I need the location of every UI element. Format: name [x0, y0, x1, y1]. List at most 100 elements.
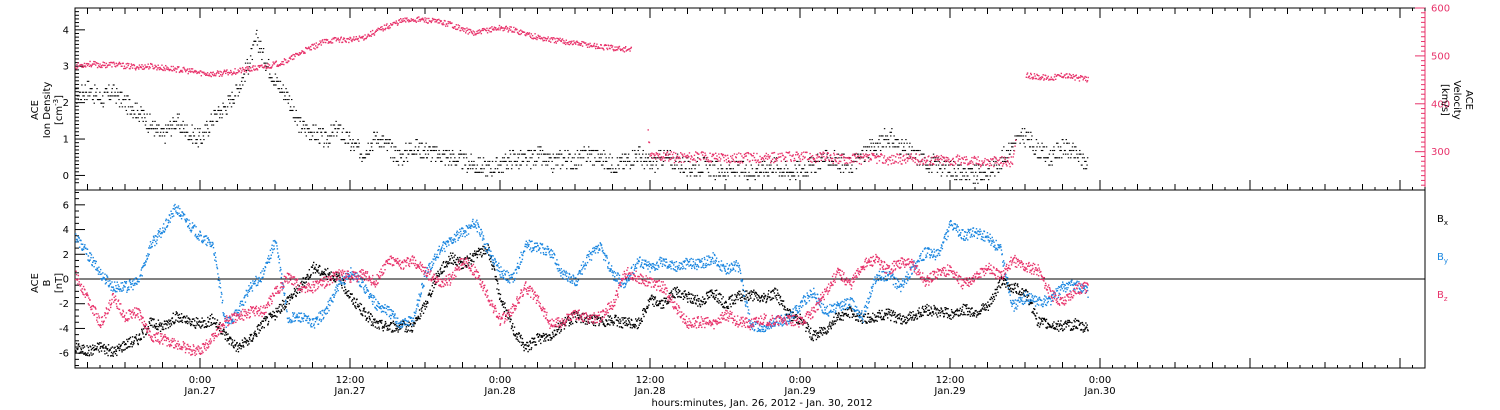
density-point — [813, 160, 815, 162]
velocity-point — [231, 74, 233, 76]
velocity-point — [768, 157, 771, 159]
bx-point — [715, 294, 717, 296]
velocity-point — [187, 72, 189, 75]
velocity-point — [97, 62, 99, 65]
bx-point — [346, 294, 348, 297]
velocity-point — [318, 43, 321, 45]
velocity-point — [1003, 156, 1006, 159]
density-point — [401, 164, 404, 166]
density-point — [582, 149, 584, 152]
density-point — [768, 175, 770, 177]
density-point — [822, 160, 824, 162]
bx-point — [554, 334, 556, 337]
density-point — [181, 124, 183, 126]
velocity-point — [813, 158, 815, 161]
velocity-point — [209, 75, 211, 77]
velocity-point — [906, 160, 909, 162]
density-point — [387, 139, 389, 141]
density-point — [638, 146, 640, 148]
density-point — [741, 171, 743, 173]
bx-point — [685, 293, 688, 296]
density-point — [1010, 142, 1012, 144]
bx-point — [563, 323, 565, 325]
density-point — [137, 117, 139, 119]
bx-point — [104, 347, 107, 349]
density-point — [870, 142, 872, 144]
bx-point — [603, 324, 606, 327]
bx-point — [203, 320, 205, 322]
density-point — [789, 179, 791, 181]
velocity-point — [930, 161, 932, 164]
density-point — [327, 146, 329, 148]
density-point — [251, 58, 254, 61]
density-point — [690, 171, 692, 173]
velocity-point — [277, 65, 279, 68]
bx-point — [142, 333, 144, 335]
density-point — [449, 160, 451, 162]
velocity-series — [75, 16, 1089, 168]
bx-point — [585, 320, 587, 323]
density-point — [188, 139, 190, 141]
velocity-point — [891, 154, 893, 157]
density-point — [696, 160, 698, 162]
density-point — [925, 168, 927, 170]
velocity-point — [758, 161, 761, 163]
bx-point — [554, 333, 557, 335]
velocity-point — [461, 29, 464, 31]
bx-point — [181, 321, 184, 324]
bx-point — [504, 302, 506, 304]
density-point — [432, 146, 434, 148]
bx-point — [225, 331, 227, 334]
bx-point — [512, 333, 515, 335]
density-point — [267, 58, 270, 61]
density-point — [190, 139, 193, 141]
density-point — [586, 160, 588, 162]
density-point — [610, 171, 612, 173]
velocity-point — [310, 45, 312, 48]
velocity-point — [555, 42, 558, 44]
velocity-point — [326, 39, 329, 41]
velocity-point — [496, 28, 499, 30]
velocity-point — [478, 29, 481, 31]
velocity-point — [276, 65, 278, 67]
density-point — [955, 175, 957, 177]
bx-point — [447, 261, 449, 263]
bx-point — [693, 299, 696, 301]
density-point — [310, 139, 313, 141]
velocity-point — [980, 164, 983, 167]
density-point — [804, 171, 806, 173]
bx-point — [104, 353, 106, 355]
density-point — [631, 164, 633, 166]
density-point — [609, 153, 611, 155]
velocity-point — [418, 16, 420, 18]
density-point — [90, 91, 92, 93]
density-point — [634, 153, 637, 155]
velocity-point — [100, 66, 102, 69]
bx-point — [580, 321, 582, 324]
bx-point — [468, 262, 470, 264]
velocity-point — [751, 159, 754, 162]
bx-point — [79, 351, 82, 353]
bx-point — [463, 258, 465, 260]
density-point — [107, 91, 109, 93]
bx-point — [139, 338, 142, 341]
bx-point — [223, 331, 226, 333]
density-point — [1085, 168, 1088, 170]
bx-point — [493, 268, 496, 270]
velocity-point — [335, 40, 338, 42]
bx-point — [470, 259, 473, 261]
velocity-point — [576, 40, 578, 42]
bx-point — [233, 339, 236, 342]
velocity-point — [282, 60, 284, 63]
density-point — [1078, 153, 1080, 155]
density-point — [555, 153, 558, 155]
velocity-point — [660, 156, 663, 158]
density-point — [132, 109, 135, 112]
bx-point — [651, 297, 654, 300]
density-point — [433, 149, 436, 152]
velocity-point — [845, 157, 847, 159]
bx-point — [120, 349, 123, 351]
velocity-point — [770, 161, 772, 164]
density-point — [721, 168, 724, 170]
bx-point — [101, 345, 104, 348]
